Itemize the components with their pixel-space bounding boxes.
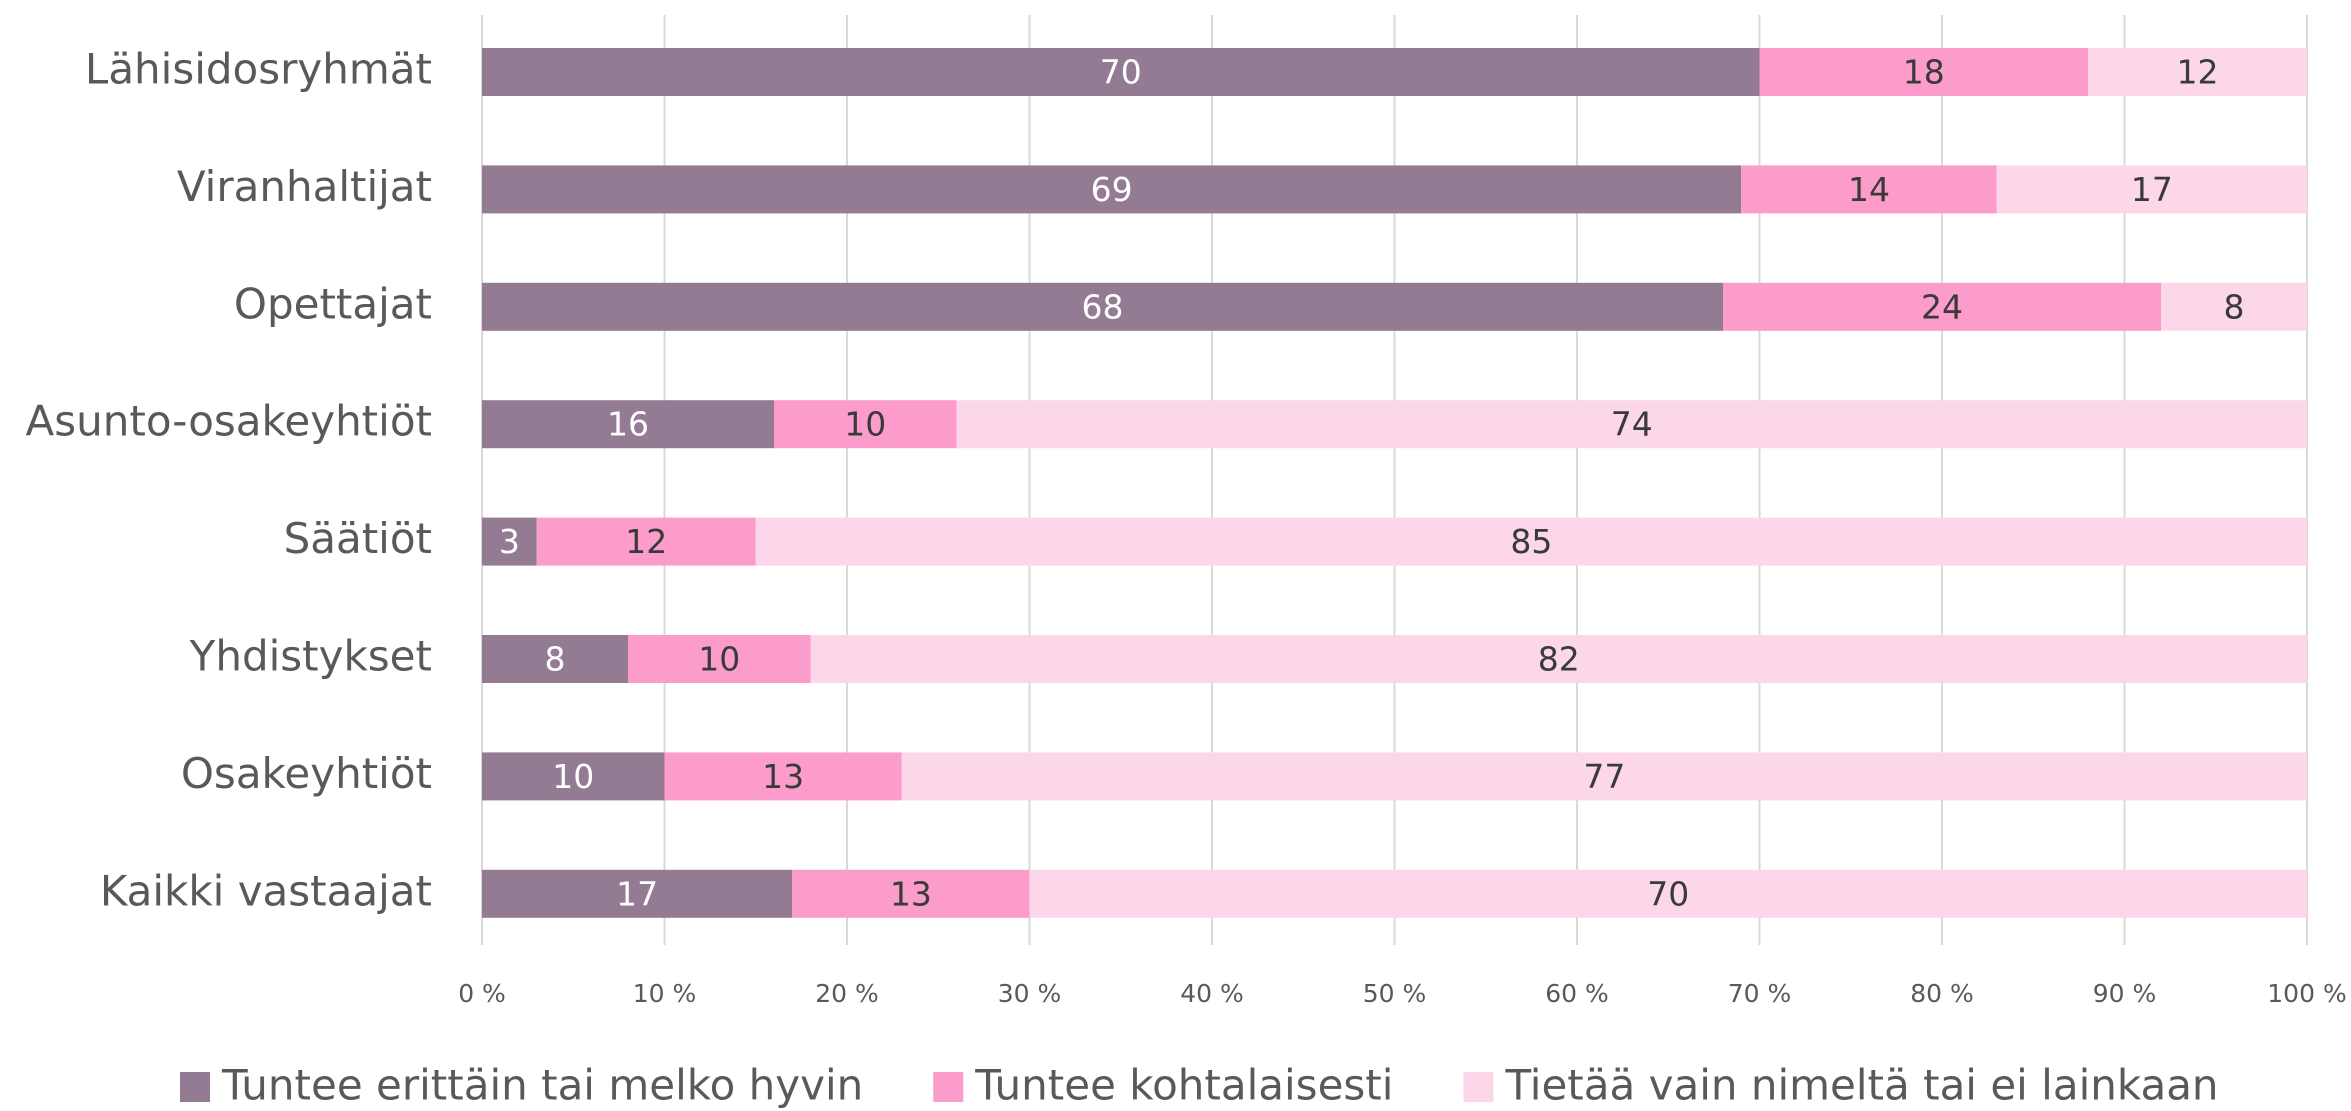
data-label: 69 bbox=[1091, 170, 1133, 209]
data-label: 82 bbox=[1538, 640, 1580, 679]
bar-segment bbox=[664, 752, 902, 801]
bar-segment bbox=[901, 752, 2307, 801]
bar-segment bbox=[482, 165, 1742, 214]
bar-segment bbox=[536, 517, 756, 566]
data-label: 85 bbox=[1510, 522, 1552, 561]
data-label: 10 bbox=[698, 640, 740, 679]
y-tick-label: Säätiöt bbox=[284, 514, 432, 563]
bar-segment bbox=[774, 400, 957, 449]
bar-segment bbox=[482, 400, 774, 449]
legend-label: Tietää vain nimeltä tai ei lainkaan bbox=[1504, 1061, 2218, 1110]
bar-segment bbox=[1741, 165, 1997, 214]
x-tick-label: 70 % bbox=[1728, 979, 1792, 1008]
x-tick-label: 90 % bbox=[2093, 979, 2157, 1008]
y-tick-label: Lähisidosryhmät bbox=[85, 45, 432, 94]
x-tick-label: 50 % bbox=[1363, 979, 1427, 1008]
y-tick-label: Osakeyhtiöt bbox=[181, 749, 432, 798]
legend-swatch bbox=[933, 1072, 964, 1102]
data-label: 24 bbox=[1921, 287, 1963, 326]
y-tick-label: Kaikki vastaajat bbox=[100, 866, 432, 915]
y-tick-label: Opettajat bbox=[234, 279, 432, 328]
bar-segment bbox=[755, 517, 2307, 566]
y-tick-label: Asunto-osakeyhtiöt bbox=[26, 397, 433, 446]
bar-segment bbox=[482, 752, 665, 801]
data-label: 8 bbox=[545, 640, 566, 679]
bar-segment bbox=[482, 282, 1723, 331]
data-label: 68 bbox=[1082, 287, 1124, 326]
x-tick-label: 80 % bbox=[1910, 979, 1974, 1008]
data-label: 77 bbox=[1583, 757, 1625, 796]
bar-segment bbox=[1759, 48, 2088, 96]
data-label: 17 bbox=[2131, 170, 2173, 209]
data-label: 18 bbox=[1903, 53, 1945, 92]
y-tick-label: Yhdistykset bbox=[189, 632, 432, 681]
bar-segment bbox=[956, 400, 2307, 449]
x-tick-label: 40 % bbox=[1180, 979, 1244, 1008]
bar-segment bbox=[482, 635, 628, 683]
data-label: 14 bbox=[1848, 170, 1890, 209]
bar-segment bbox=[810, 635, 2307, 683]
data-label: 12 bbox=[625, 522, 667, 561]
data-label: 8 bbox=[2224, 287, 2245, 326]
data-label: 70 bbox=[1100, 53, 1142, 92]
bar-segment bbox=[2088, 48, 2307, 96]
data-label: 16 bbox=[607, 405, 649, 444]
data-label: 13 bbox=[890, 874, 932, 913]
data-label: 10 bbox=[552, 757, 594, 796]
x-tick-label: 100 % bbox=[2267, 979, 2346, 1008]
data-label: 17 bbox=[616, 874, 658, 913]
legend-label: Tuntee erittäin tai melko hyvin bbox=[221, 1061, 863, 1110]
legend-label: Tuntee kohtalaisesti bbox=[974, 1061, 1393, 1110]
bar-segment bbox=[1029, 869, 2307, 918]
legend-swatch bbox=[1463, 1072, 1494, 1102]
data-label: 74 bbox=[1611, 405, 1653, 444]
data-label: 70 bbox=[1647, 874, 1689, 913]
x-tick-label: 20 % bbox=[815, 979, 879, 1008]
y-tick-label: Viranhaltijat bbox=[177, 162, 432, 211]
data-label: 12 bbox=[2177, 53, 2219, 92]
data-label: 13 bbox=[762, 757, 804, 796]
data-label: 3 bbox=[499, 522, 520, 561]
x-tick-label: 60 % bbox=[1545, 979, 1609, 1008]
x-tick-label: 0 % bbox=[458, 979, 506, 1008]
data-label: 10 bbox=[844, 405, 886, 444]
bar-segment bbox=[482, 869, 793, 918]
bar-segment bbox=[1723, 282, 2161, 331]
legend-swatch bbox=[180, 1072, 210, 1102]
bar-segment bbox=[2161, 282, 2307, 331]
bar-segment bbox=[792, 869, 1030, 918]
bar-segment bbox=[628, 635, 811, 683]
bar-segment bbox=[1996, 165, 2307, 214]
x-tick-label: 10 % bbox=[633, 979, 697, 1008]
bar-segment bbox=[482, 48, 1760, 96]
x-tick-label: 30 % bbox=[998, 979, 1062, 1008]
bar-segment bbox=[482, 517, 537, 566]
